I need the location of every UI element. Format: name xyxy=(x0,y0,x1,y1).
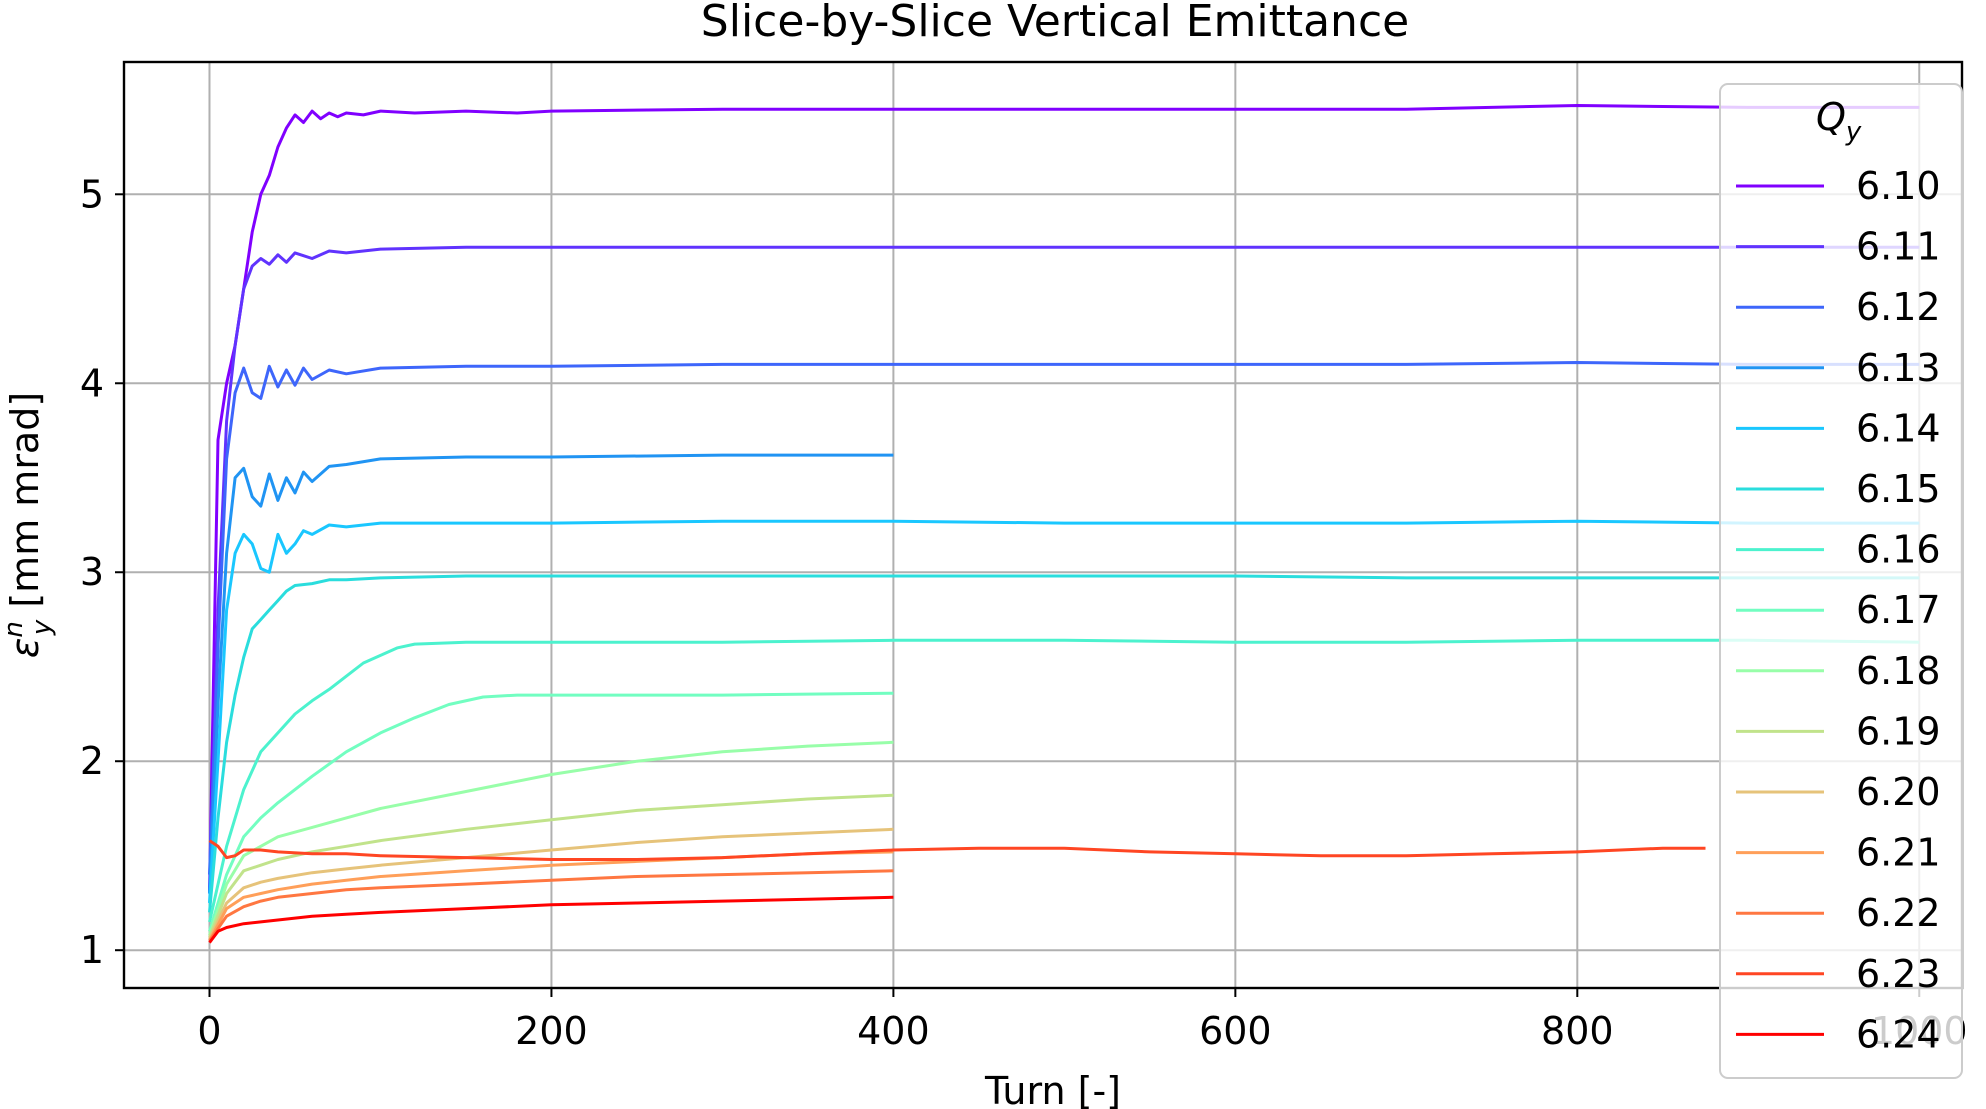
series-line-6.17 xyxy=(208,691,894,932)
x-tick-label: 800 xyxy=(1541,1009,1614,1053)
y-tick-label: 4 xyxy=(80,361,104,405)
y-axis-label-superscript: n xyxy=(0,621,29,637)
legend-label: 6.22 xyxy=(1856,891,1941,935)
legend-label: 6.19 xyxy=(1856,709,1941,753)
legend-label: 6.23 xyxy=(1856,952,1941,996)
series-line-6.10 xyxy=(208,104,1920,894)
series-line-6.16 xyxy=(208,638,1920,923)
legend: Qy 6.106.116.126.136.146.156.166.176.186… xyxy=(1719,83,1963,1079)
series-line-6.20 xyxy=(208,827,894,940)
series-line-6.18 xyxy=(208,740,894,936)
y-axis-ticks: 1 2 3 4 5 xyxy=(80,172,124,972)
legend-label: 6.14 xyxy=(1856,406,1941,450)
legend-label: 6.10 xyxy=(1856,164,1941,208)
legend-frame xyxy=(1719,83,1963,1079)
series-line-6.12 xyxy=(208,361,1920,875)
legend-items: 6.10 6.11 6.12 6.13 6.14 6.15 6.16 6.17 6.18 6.19… xyxy=(1736,164,1941,1056)
series-group xyxy=(208,104,1920,944)
series-line-6.24 xyxy=(208,895,894,944)
legend-label: 6.17 xyxy=(1856,588,1941,632)
series-line-6.11 xyxy=(208,245,1920,894)
x-tick-label: 400 xyxy=(857,1009,930,1053)
legend-label: 6.15 xyxy=(1856,467,1941,511)
legend-label: 6.20 xyxy=(1856,770,1941,814)
y-axis-label-symbol: ε xyxy=(3,638,47,659)
y-tick-label: 5 xyxy=(80,172,104,216)
y-axis-label-subscript: y xyxy=(27,619,57,636)
y-tick-label: 3 xyxy=(80,550,104,594)
x-tick-label: 600 xyxy=(1199,1009,1272,1053)
legend-label: 6.21 xyxy=(1856,831,1941,875)
y-tick-label: 2 xyxy=(80,739,104,783)
chart-title: Slice-by-Slice Vertical Emittance xyxy=(701,0,1409,47)
legend-label: 6.12 xyxy=(1856,285,1941,329)
series-line-6.15 xyxy=(208,574,1920,913)
y-axis-label-unit: [mm mrad] xyxy=(3,392,47,608)
series-line-6.23 xyxy=(208,839,1706,861)
series-line-6.22 xyxy=(208,869,894,942)
legend-label: 6.16 xyxy=(1856,528,1941,572)
legend-label: 6.24 xyxy=(1856,1012,1941,1056)
series-line-6.19 xyxy=(208,793,894,938)
legend-title: Qy xyxy=(1816,95,1862,147)
series-line-6.13 xyxy=(208,453,894,894)
x-tick-label: 0 xyxy=(197,1009,221,1053)
legend-label: 6.18 xyxy=(1856,649,1941,693)
x-axis-label: Turn [-] xyxy=(984,1069,1121,1109)
y-tick-label: 1 xyxy=(80,928,104,972)
series-line-6.14 xyxy=(208,519,1920,904)
x-axis-ticks: 02004006008001000 xyxy=(197,988,1968,1053)
x-tick-label: 200 xyxy=(515,1009,588,1053)
legend-label: 6.11 xyxy=(1856,225,1941,269)
legend-label: 6.13 xyxy=(1856,346,1941,390)
y-axis-label: εny [mm mrad] xyxy=(0,392,57,658)
